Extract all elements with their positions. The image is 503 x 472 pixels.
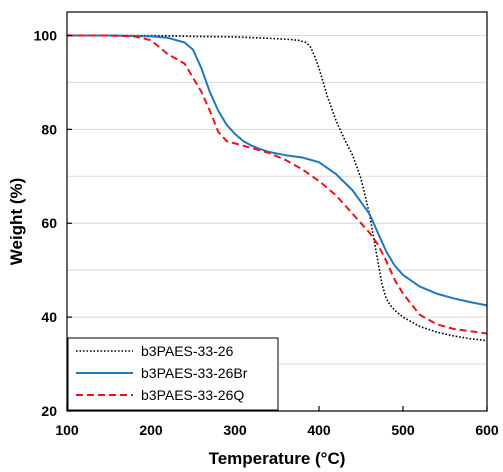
x-axis-title: Temperature (°C): [209, 449, 346, 468]
y-tick-label: 40: [41, 309, 57, 325]
x-tick-label: 400: [307, 422, 331, 438]
legend-label-series-1: b3PAES-33-26: [141, 343, 234, 359]
y-axis-title: Weight (%): [7, 178, 26, 266]
axis-ticks: 100 200 300 400 500 600 20 40 60 80 100: [34, 27, 499, 438]
y-tick-label: 60: [41, 215, 57, 231]
series-line-2: [67, 34, 488, 307]
y-tick-label: 20: [41, 403, 57, 419]
legend-label-series-3: b3PAES-33-26Q: [141, 387, 244, 403]
gridlines: [67, 34, 487, 365]
y-tick-label: 80: [41, 121, 57, 137]
series-line-3: [67, 34, 488, 335]
series-group: [67, 34, 488, 342]
legend: b3PAES-33-26 b3PAES-33-26Br b3PAES-33-26…: [67, 337, 279, 411]
x-tick-label: 200: [139, 422, 163, 438]
x-tick-label: 600: [475, 422, 499, 438]
series-line-1: [67, 34, 488, 342]
legend-label-series-2: b3PAES-33-26Br: [141, 365, 248, 381]
x-tick-label: 300: [223, 422, 247, 438]
y-tick-label: 100: [34, 27, 58, 43]
x-tick-label: 500: [391, 422, 415, 438]
plot-area-frame: [66, 11, 488, 412]
x-tick-label: 100: [55, 422, 79, 438]
